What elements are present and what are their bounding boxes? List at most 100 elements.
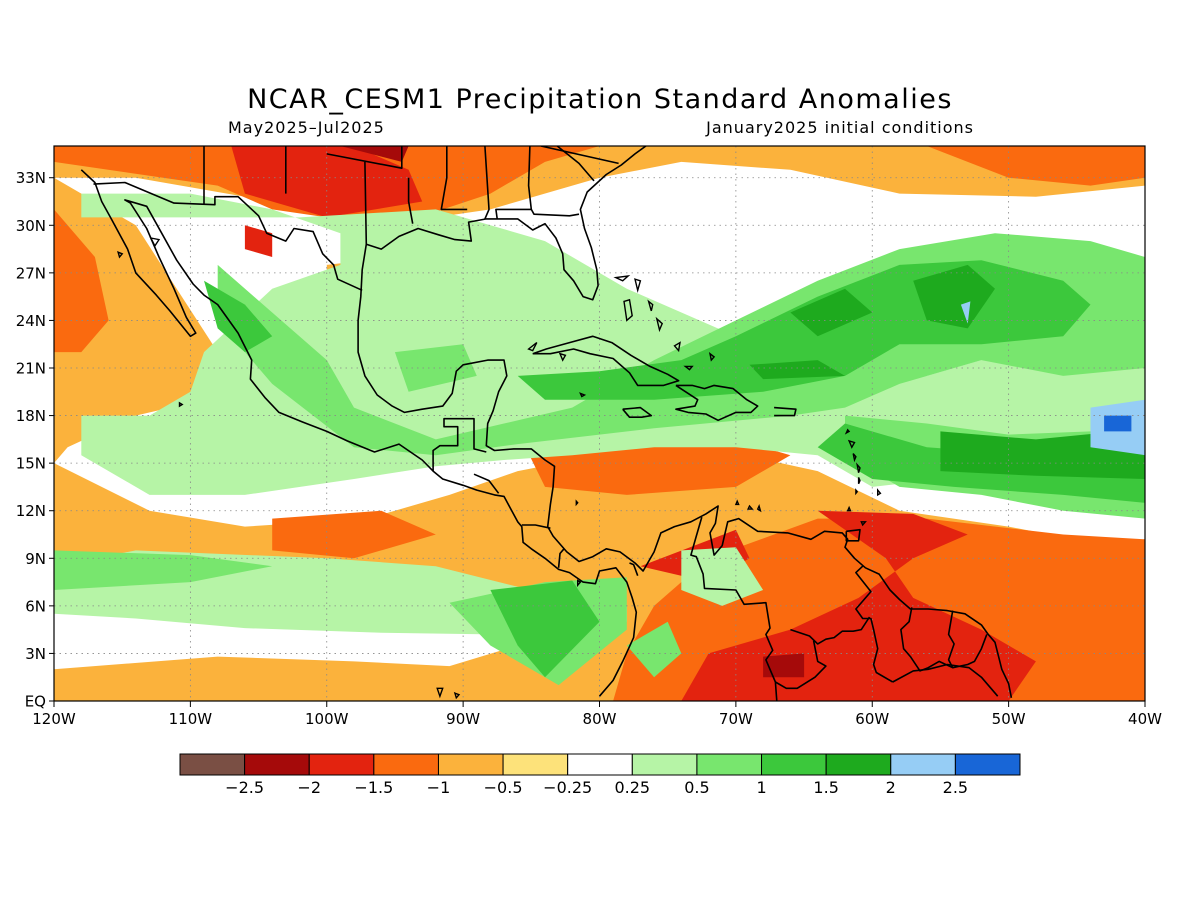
- anomaly-region: [681, 547, 764, 606]
- anomaly-region: [926, 146, 1145, 186]
- colorbar-swatch: [761, 753, 827, 776]
- anomaly-region: [54, 550, 273, 590]
- island-outline: [852, 453, 857, 463]
- coastline: [440, 146, 468, 211]
- longitude-tick-label: 120W: [32, 710, 76, 728]
- island-outline: [623, 298, 633, 322]
- latitude-axis: EQ 3N 6N 9N 12N 15N 18N 21N 24N 27N 30N 33N: [16, 169, 54, 711]
- colorbar-label: 2.5: [943, 778, 968, 797]
- colorbar-label: −2.5: [225, 778, 264, 797]
- colorbar: −2.5 −2 −1.5 −1 −0.5 −0.25 0.25 0.5 1 1.5 2 2.5: [179, 753, 1021, 797]
- island-outline: [747, 504, 754, 510]
- island-outline: [436, 687, 444, 699]
- coastline: [540, 146, 619, 165]
- latitude-tick-label: 6N: [25, 597, 46, 615]
- latitude-tick-label: 9N: [25, 550, 46, 568]
- coastline: [774, 640, 827, 690]
- island-outline: [178, 401, 184, 408]
- coastline: [790, 616, 871, 645]
- colorbar-swatch: [825, 753, 892, 776]
- colorbar-label: −1.5: [354, 778, 393, 797]
- latitude-tick-label: 33N: [16, 169, 46, 187]
- island-outline: [847, 439, 856, 449]
- coastline: [629, 562, 639, 576]
- colorbar-label: 1: [756, 778, 766, 797]
- coastline: [530, 209, 580, 217]
- island-outline: [846, 505, 852, 512]
- island-outline: [579, 392, 587, 398]
- anomaly-region: [244, 225, 273, 257]
- longitude-axis: 120W 110W 100W 90W 80W 70W 60W 50W 40W: [32, 701, 1162, 728]
- colorbar-label: −0.25: [543, 778, 592, 797]
- colorbar-label: 0.25: [614, 778, 650, 797]
- coastline: [366, 146, 647, 301]
- anomaly-region: [394, 344, 477, 392]
- latitude-tick-label: 30N: [16, 217, 46, 235]
- coastline: [432, 417, 487, 472]
- anomaly-region: [749, 360, 845, 380]
- colorbar-swatch: [244, 753, 310, 776]
- colorbar-label: −2: [297, 778, 321, 797]
- island-outline: [856, 462, 861, 473]
- colorbar-swatch: [567, 753, 633, 776]
- island-outline: [149, 237, 161, 248]
- island-outline: [683, 365, 694, 371]
- island-outline: [857, 477, 861, 485]
- coastline: [484, 146, 490, 220]
- longitude-tick-label: 80W: [583, 710, 617, 728]
- coastline: [326, 146, 403, 169]
- anomaly-region: [790, 288, 873, 337]
- longitude-tick-label: 50W: [992, 710, 1026, 728]
- anomaly-region: [272, 510, 436, 559]
- island-outline: [756, 503, 762, 513]
- island-outline: [734, 499, 740, 506]
- colorbar-label: −1: [427, 778, 451, 797]
- longitude-tick-label: 70W: [719, 710, 753, 728]
- colorbar-label: 0.5: [684, 778, 709, 797]
- colorbar-swatch: [373, 753, 439, 776]
- graticule: [54, 146, 1145, 701]
- colorbar-swatch: [179, 753, 246, 776]
- anomaly-region: [763, 653, 805, 678]
- anomaly-region: [1104, 415, 1132, 432]
- island-outline: [613, 275, 631, 282]
- coastline: [675, 384, 759, 422]
- island-outline: [673, 341, 681, 353]
- coastline: [892, 663, 999, 697]
- coastline: [357, 161, 1013, 698]
- anomaly-region: [960, 301, 971, 324]
- latitude-tick-label: 15N: [16, 455, 46, 473]
- longitude-tick-label: 40W: [1128, 710, 1162, 728]
- island-outline: [527, 342, 538, 352]
- anomaly-region: [231, 146, 423, 218]
- island-outline: [655, 316, 664, 333]
- colorbar-swatch: [502, 753, 569, 776]
- anomaly-region: [54, 209, 109, 353]
- latitude-tick-label: 3N: [25, 645, 46, 663]
- colorbar-label: 2: [886, 778, 896, 797]
- anomaly-region: [490, 580, 600, 678]
- coastline: [774, 406, 797, 417]
- coastlines-and-borders: [80, 146, 1013, 701]
- coastline: [845, 528, 861, 542]
- colorbar-swatch: [954, 753, 1021, 776]
- latitude-tick-label: 24N: [16, 312, 46, 330]
- coastline: [93, 181, 363, 292]
- coastline: [690, 516, 778, 701]
- initial-conditions-label: January2025 initial conditions: [706, 118, 974, 137]
- coastline: [532, 335, 680, 387]
- coastline: [407, 177, 414, 224]
- coastline: [80, 169, 638, 697]
- map-title: NCAR_CESM1 Precipitation Standard Anomal…: [247, 84, 953, 115]
- latitude-tick-label: 27N: [16, 264, 46, 282]
- coastline: [952, 634, 988, 669]
- island-outline: [855, 488, 859, 496]
- anomaly-region: [204, 280, 273, 353]
- island-outline: [844, 428, 851, 435]
- island-outline: [577, 579, 582, 588]
- longitude-tick-label: 110W: [169, 710, 213, 728]
- colorbar-swatch: [890, 753, 956, 776]
- island-outline: [860, 521, 867, 527]
- season-label: May2025–Jul2025: [228, 118, 385, 137]
- island-outline: [634, 278, 642, 294]
